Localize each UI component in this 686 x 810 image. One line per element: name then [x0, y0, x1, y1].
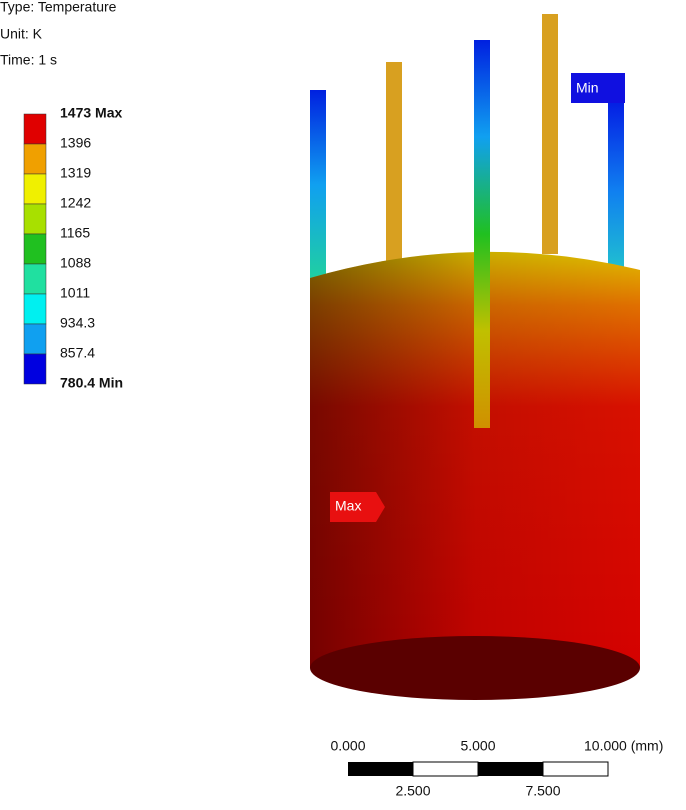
scale-segment — [478, 762, 543, 776]
rod — [574, 74, 624, 270]
legend-label: 1396 — [60, 135, 91, 151]
rod — [474, 40, 490, 428]
legend-label: 1088 — [60, 255, 91, 271]
rod — [310, 90, 326, 280]
rod — [542, 14, 558, 254]
legend-band — [23, 353, 47, 385]
max-label: Max — [335, 498, 361, 514]
min-label: Min — [576, 80, 599, 96]
max-marker — [330, 492, 385, 522]
rod — [386, 62, 402, 262]
scale-segment — [348, 762, 413, 776]
legend-label: 780.4 Min — [60, 375, 123, 391]
min-marker — [571, 73, 625, 103]
cylinder-shade — [310, 251, 640, 694]
legend-label: 1011 — [60, 285, 90, 301]
cylinder-bottom — [310, 636, 640, 700]
scale-segment — [412, 761, 479, 777]
scale-segment — [542, 761, 609, 777]
legend-band — [23, 263, 47, 295]
legend-label: 1165 — [60, 225, 90, 241]
legend-label: 1473 Max — [60, 105, 122, 121]
model: Max Min — [310, 14, 640, 700]
legend-band — [23, 203, 47, 235]
legend-label: 857.4 — [60, 345, 95, 361]
legend-band — [23, 293, 47, 325]
legend: 1473 Max 1396 1319 1242 1165 1088 1011 934.3 857… — [23, 105, 123, 391]
scale-label: 2.500 — [395, 783, 430, 799]
scale-label: 0.000 — [330, 738, 365, 754]
legend-label: 1242 — [60, 195, 91, 211]
result-unit: Unit: K — [0, 26, 43, 42]
legend-band — [23, 323, 47, 355]
legend-band — [23, 233, 47, 265]
legend-label: 1319 — [60, 165, 91, 181]
scale-label: 10.000 (mm) — [584, 738, 663, 754]
legend-band — [23, 113, 47, 145]
scale-bar: 0.000 5.000 10.000 (mm) 2.500 7.500 — [330, 738, 663, 799]
result-type: Type: Temperature — [0, 0, 117, 15]
legend-band — [23, 143, 47, 175]
legend-band — [23, 173, 47, 205]
scale-label: 7.500 — [525, 783, 560, 799]
legend-label: 934.3 — [60, 315, 95, 331]
scale-label: 5.000 — [460, 738, 495, 754]
result-time: Time: 1 s — [0, 52, 57, 68]
